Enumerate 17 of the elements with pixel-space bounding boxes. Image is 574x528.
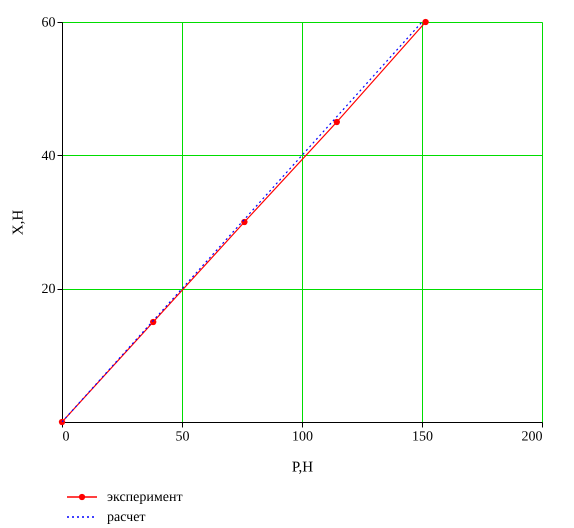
x-tick-label: 100 [292, 430, 313, 444]
y-tick-label: 40 [42, 148, 56, 164]
y-tick-label: 60 [42, 16, 56, 30]
point [150, 318, 156, 326]
x-axis-title: P,H [292, 460, 314, 476]
x-tick-label: 150 [412, 430, 433, 444]
point [334, 118, 340, 126]
x-tick-label: 50 [176, 430, 190, 444]
x-tick-label: 0 [62, 430, 70, 444]
y-axis-title: X,H [10, 210, 26, 236]
x-tick-label: 200 [522, 430, 542, 444]
point [422, 18, 429, 26]
y-tick-label: 20 [42, 282, 56, 298]
legend-label: расчет [107, 510, 146, 525]
point [241, 218, 248, 226]
point [58, 418, 66, 426]
legend-label: эксперимент [107, 490, 183, 505]
